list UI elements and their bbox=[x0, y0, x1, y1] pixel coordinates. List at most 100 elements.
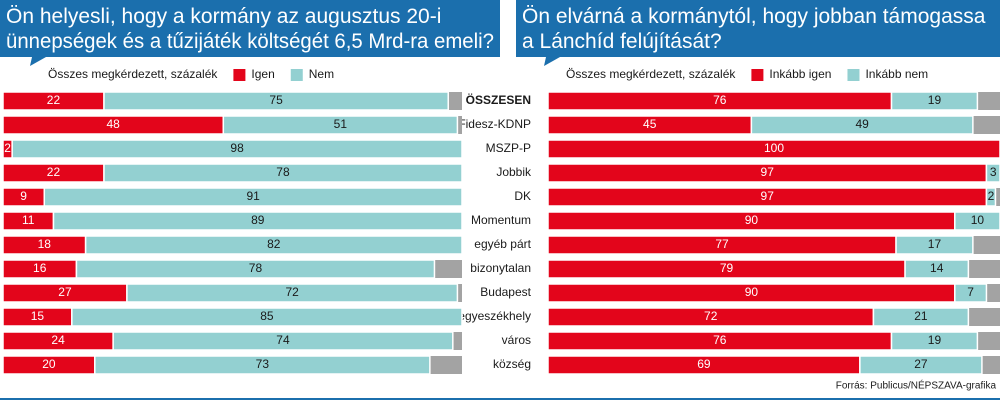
value-label: 27 bbox=[58, 285, 72, 299]
category-label: bizonytalan bbox=[470, 261, 531, 275]
value-label: 22 bbox=[47, 165, 61, 179]
value-label: 7 bbox=[967, 285, 974, 299]
bar-segment bbox=[103, 163, 463, 183]
category-label-total: ÖSSZESEN bbox=[466, 92, 531, 107]
value-label: 78 bbox=[249, 261, 263, 275]
bar-segment bbox=[11, 139, 463, 159]
value-label: 51 bbox=[334, 117, 348, 131]
legend-swatch bbox=[751, 69, 764, 81]
bar-segment bbox=[859, 355, 983, 375]
legend-swatch bbox=[847, 69, 860, 81]
value-label: 19 bbox=[928, 93, 942, 107]
chart-title: Ön elvárná a kormánytól, hogy jobban tám… bbox=[522, 5, 986, 28]
value-label: 73 bbox=[256, 357, 270, 371]
bar-segment bbox=[126, 283, 459, 303]
category-label: község bbox=[493, 357, 531, 371]
value-label: 90 bbox=[745, 213, 759, 227]
source: Forrás: Publicus/NÉPSZAVA-grafika bbox=[836, 379, 997, 392]
bar-segment bbox=[895, 235, 974, 255]
value-label: 85 bbox=[260, 309, 274, 323]
category-label: egyéb párt bbox=[474, 237, 531, 251]
bar-segment bbox=[890, 91, 979, 111]
value-label: 79 bbox=[720, 261, 734, 275]
bar-segment bbox=[43, 187, 463, 207]
bar-segment bbox=[112, 331, 454, 351]
legend-subtitle: Összes megkérdezett, százalék bbox=[566, 67, 736, 81]
bar-segment bbox=[750, 115, 974, 135]
bar-segment bbox=[872, 307, 970, 327]
category-label: DK bbox=[514, 189, 531, 203]
value-label: 49 bbox=[855, 117, 869, 131]
value-label: 2 bbox=[4, 141, 11, 155]
value-label: 19 bbox=[928, 333, 942, 347]
bar-segment bbox=[954, 283, 988, 303]
value-label: 22 bbox=[47, 93, 61, 107]
bar-segment bbox=[84, 235, 463, 255]
category-label: MSZP-P bbox=[486, 141, 531, 155]
bar-segment bbox=[890, 331, 979, 351]
value-label: 24 bbox=[51, 333, 65, 347]
value-label: 72 bbox=[285, 285, 299, 299]
value-label: 14 bbox=[930, 261, 944, 275]
category-label: Budapest bbox=[480, 285, 531, 299]
bar-segment bbox=[985, 187, 997, 207]
chart-title: Ön helyesli, hogy a kormány az augusztus… bbox=[6, 5, 441, 28]
legend-label: Inkább igen bbox=[769, 67, 831, 81]
value-label: 69 bbox=[697, 357, 711, 371]
bar-segment bbox=[94, 355, 431, 375]
bar-segment bbox=[52, 211, 463, 231]
value-label: 77 bbox=[715, 237, 729, 251]
value-label: 27 bbox=[914, 357, 928, 371]
value-label: 97 bbox=[761, 189, 775, 203]
value-label: 74 bbox=[276, 333, 290, 347]
legend-swatch bbox=[233, 69, 246, 81]
value-label: 72 bbox=[704, 309, 718, 323]
value-label: 76 bbox=[713, 333, 727, 347]
value-label: 2 bbox=[988, 189, 995, 203]
value-label: 98 bbox=[230, 141, 244, 155]
title-banner bbox=[516, 0, 1000, 66]
category-label: Fidesz-KDNP bbox=[458, 117, 531, 131]
value-label: 10 bbox=[971, 213, 985, 227]
value-label: 97 bbox=[761, 165, 775, 179]
legend-swatch bbox=[290, 69, 303, 81]
chart-title: ünnepségek és a tűzijáték költségét 6,5 … bbox=[6, 30, 494, 53]
value-label: 100 bbox=[764, 141, 784, 155]
value-label: 91 bbox=[246, 189, 260, 203]
legend-subtitle: Összes megkérdezett, százalék bbox=[48, 67, 218, 81]
value-label: 21 bbox=[914, 309, 928, 323]
legend-label: Inkább nem bbox=[865, 67, 928, 81]
bar-segment bbox=[985, 163, 1000, 183]
value-label: 89 bbox=[251, 213, 265, 227]
bar-segment bbox=[75, 259, 436, 279]
category-label: város bbox=[502, 333, 531, 347]
legend-label: Igen bbox=[251, 67, 274, 81]
category-label: megyeszékhely bbox=[448, 309, 531, 323]
value-label: 3 bbox=[990, 165, 997, 179]
bar-segment bbox=[547, 139, 1000, 159]
value-label: 18 bbox=[38, 237, 52, 251]
category-label: Jobbik bbox=[496, 165, 532, 179]
value-label: 78 bbox=[276, 165, 290, 179]
value-label: 15 bbox=[31, 309, 45, 323]
bar-segment bbox=[222, 115, 459, 135]
value-label: 75 bbox=[269, 93, 283, 107]
value-label: 90 bbox=[745, 285, 759, 299]
value-label: 16 bbox=[33, 261, 47, 275]
legend-label: Nem bbox=[309, 67, 334, 81]
value-label: 17 bbox=[928, 237, 942, 251]
value-label: 9 bbox=[20, 189, 27, 203]
value-label: 82 bbox=[267, 237, 281, 251]
title-banner bbox=[0, 0, 500, 66]
value-label: 20 bbox=[42, 357, 56, 371]
chart-title: a Lánchíd felújítását? bbox=[522, 30, 722, 53]
value-label: 45 bbox=[643, 117, 657, 131]
category-label: Momentum bbox=[471, 213, 531, 227]
value-label: 48 bbox=[106, 117, 120, 131]
bar-segment bbox=[904, 259, 970, 279]
bar-segment bbox=[103, 91, 449, 111]
value-label: 76 bbox=[713, 93, 727, 107]
value-label: 11 bbox=[22, 213, 35, 227]
bar-segment bbox=[71, 307, 463, 327]
